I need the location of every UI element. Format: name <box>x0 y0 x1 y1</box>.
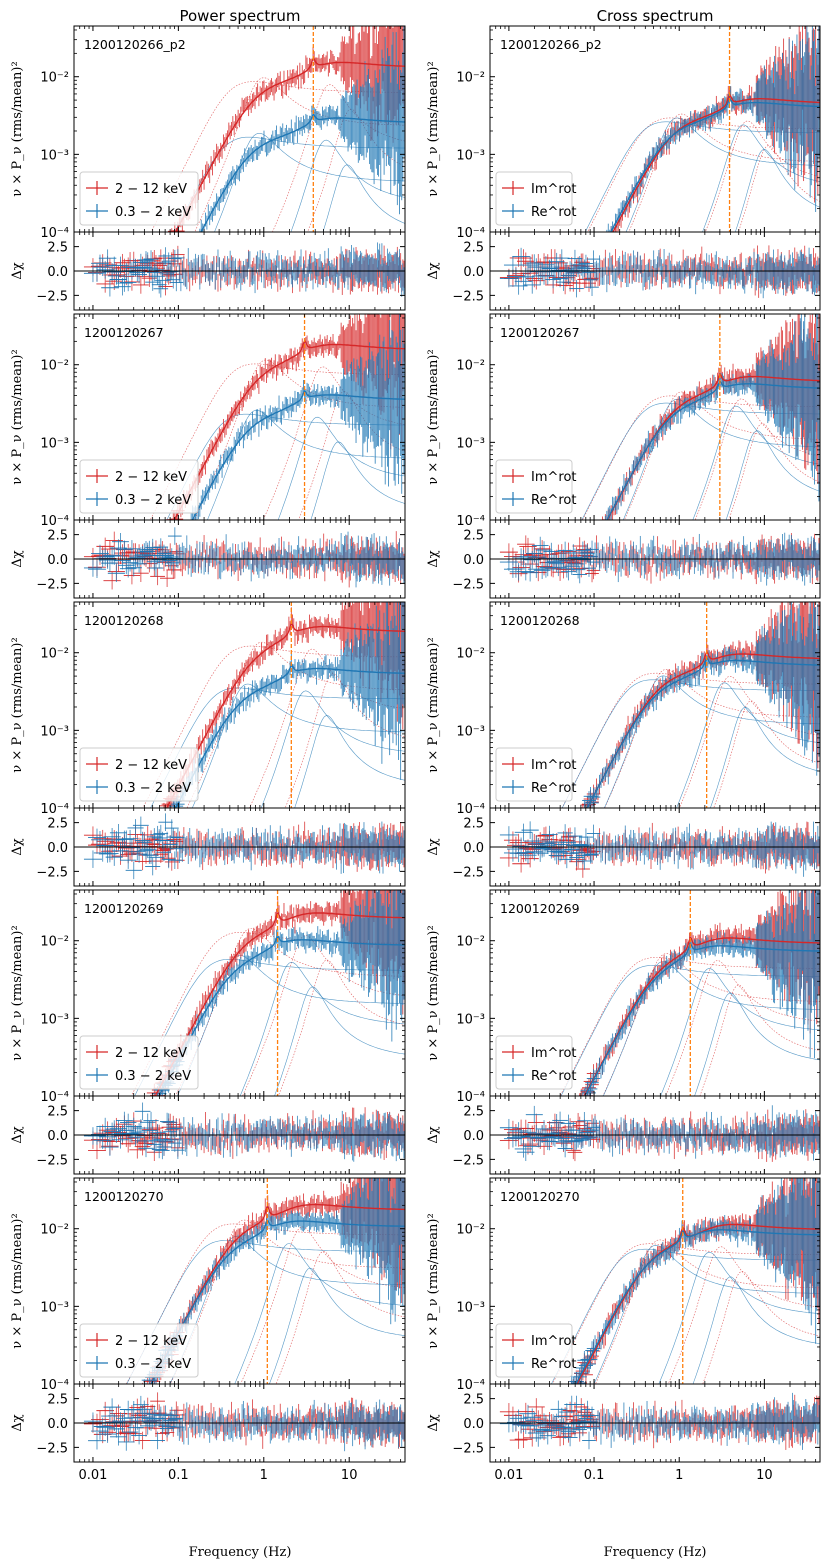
model-blue <box>200 113 405 232</box>
resid-y-label: Δχ <box>10 262 25 279</box>
legend-label-red: Im^rot <box>531 182 577 197</box>
legend-box <box>79 171 199 226</box>
component-blue-1 <box>277 416 405 520</box>
panel-cross-1: 10⁻⁴10⁻³10⁻²2.50.0−2.5ν × P_ν (rms/mean)… <box>426 313 821 599</box>
panel-cross-0: 10⁻⁴ 10⁻³ 10⁻² 2.5 0.0 −2.5 ν × P_ν (rms/mean)… <box>426 25 821 311</box>
model-red <box>174 56 405 232</box>
component-blue-0 <box>214 133 405 232</box>
panel-power-1: 10⁻⁴ 10⁻³ 10⁻² 2.5 0.0 −2.5 ν × P_ν (rms/mean)… <box>10 313 406 599</box>
y-tick-label: 10⁻² <box>456 71 485 86</box>
panels: 10⁻⁴ 10⁻³ 10⁻² 2.5 0.0 −2.5 ν × P_ν (rms/mean)… <box>10 25 821 1483</box>
resid-y-tick-label: −2.5 <box>452 289 484 304</box>
resid-y-tick-label: 2.5 <box>47 241 68 256</box>
resid-y-tick-label: 0.0 <box>47 265 68 280</box>
component-blue-2 <box>174 136 405 232</box>
y-tick-label: 10⁻⁴ <box>40 514 69 529</box>
legend: 2 − 12 keV 0.3 − 2 keV <box>79 171 199 226</box>
resid-y-label: Δχ <box>10 550 25 567</box>
model-blue <box>609 98 820 232</box>
component-blue-0 <box>207 409 405 520</box>
component-red-1 <box>272 84 405 232</box>
observation-id: 1200120266_p2 <box>84 37 186 52</box>
component-red-2 <box>587 117 820 232</box>
y-tick-label: 10⁻² <box>40 359 69 374</box>
component-blue-2 <box>581 402 820 520</box>
observation-id: 1200120266_p2 <box>500 37 602 52</box>
resid-y-label: Δχ <box>426 262 441 279</box>
panel-power-0: 10⁻⁴ 10⁻³ 10⁻² 2.5 0.0 −2.5 ν × P_ν (rms/mean)… <box>10 25 406 311</box>
component-red-2 <box>149 363 405 520</box>
observation-id: 1200120267 <box>84 325 164 340</box>
component-blue-1 <box>290 139 405 232</box>
model-red <box>606 372 820 520</box>
model-red <box>612 93 820 232</box>
column-title-power: Power spectrum <box>179 7 300 25</box>
legend-label-red: 2 − 12 keV <box>115 470 187 485</box>
column-title-cross: Cross spectrum <box>597 7 714 25</box>
resid-y-tick-label: −2.5 <box>36 577 68 592</box>
y-tick-label: 10⁻³ <box>456 148 485 163</box>
legend: 2 − 12 keV 0.3 − 2 keV <box>79 459 199 514</box>
main-y-label: ν × P_ν (rms/mean)² <box>426 61 441 196</box>
main-y-label: ν × P_ν (rms/mean)² <box>10 349 25 484</box>
model-blue <box>191 390 405 520</box>
component-blue-2 <box>584 121 820 232</box>
legend-box <box>495 171 573 226</box>
resid-y-tick-label: −2.5 <box>36 289 68 304</box>
component-blue-3 <box>310 441 405 520</box>
main-y-label: ν × P_ν (rms/mean)² <box>10 61 25 196</box>
component-blue-1 <box>692 405 820 520</box>
legend-label-blue: 0.3 − 2 keV <box>115 493 191 508</box>
resid-y-tick-label: 2.5 <box>463 241 484 256</box>
y-tick-label: 10⁻³ <box>40 148 69 163</box>
legend-box <box>79 459 199 514</box>
legend-label-blue: Re^rot <box>531 205 576 220</box>
component-blue-3 <box>734 148 820 232</box>
y-tick-label: 10⁻³ <box>40 436 69 451</box>
resid-y-tick-label: 0.0 <box>47 553 68 568</box>
component-blue-3 <box>725 430 820 520</box>
component-blue-1 <box>702 124 820 232</box>
model-red <box>173 339 405 520</box>
resid-y-tick-label: 0.0 <box>463 265 484 280</box>
component-red-2 <box>582 395 820 520</box>
legend: Im^rot Re^rot <box>495 171 577 226</box>
component-blue-3 <box>322 164 405 232</box>
component-blue-2 <box>166 413 405 520</box>
model-blue <box>606 380 820 520</box>
legend-label-red: 2 − 12 keV <box>115 182 187 197</box>
y-tick-label: 10⁻² <box>40 71 69 86</box>
component-red-2 <box>150 81 405 232</box>
legend-label-blue: 0.3 − 2 keV <box>115 205 191 220</box>
y-tick-label: 10⁻⁴ <box>40 226 69 241</box>
resid-y-tick-label: 2.5 <box>47 529 68 544</box>
y-tick-label: 10⁻⁴ <box>456 226 485 241</box>
